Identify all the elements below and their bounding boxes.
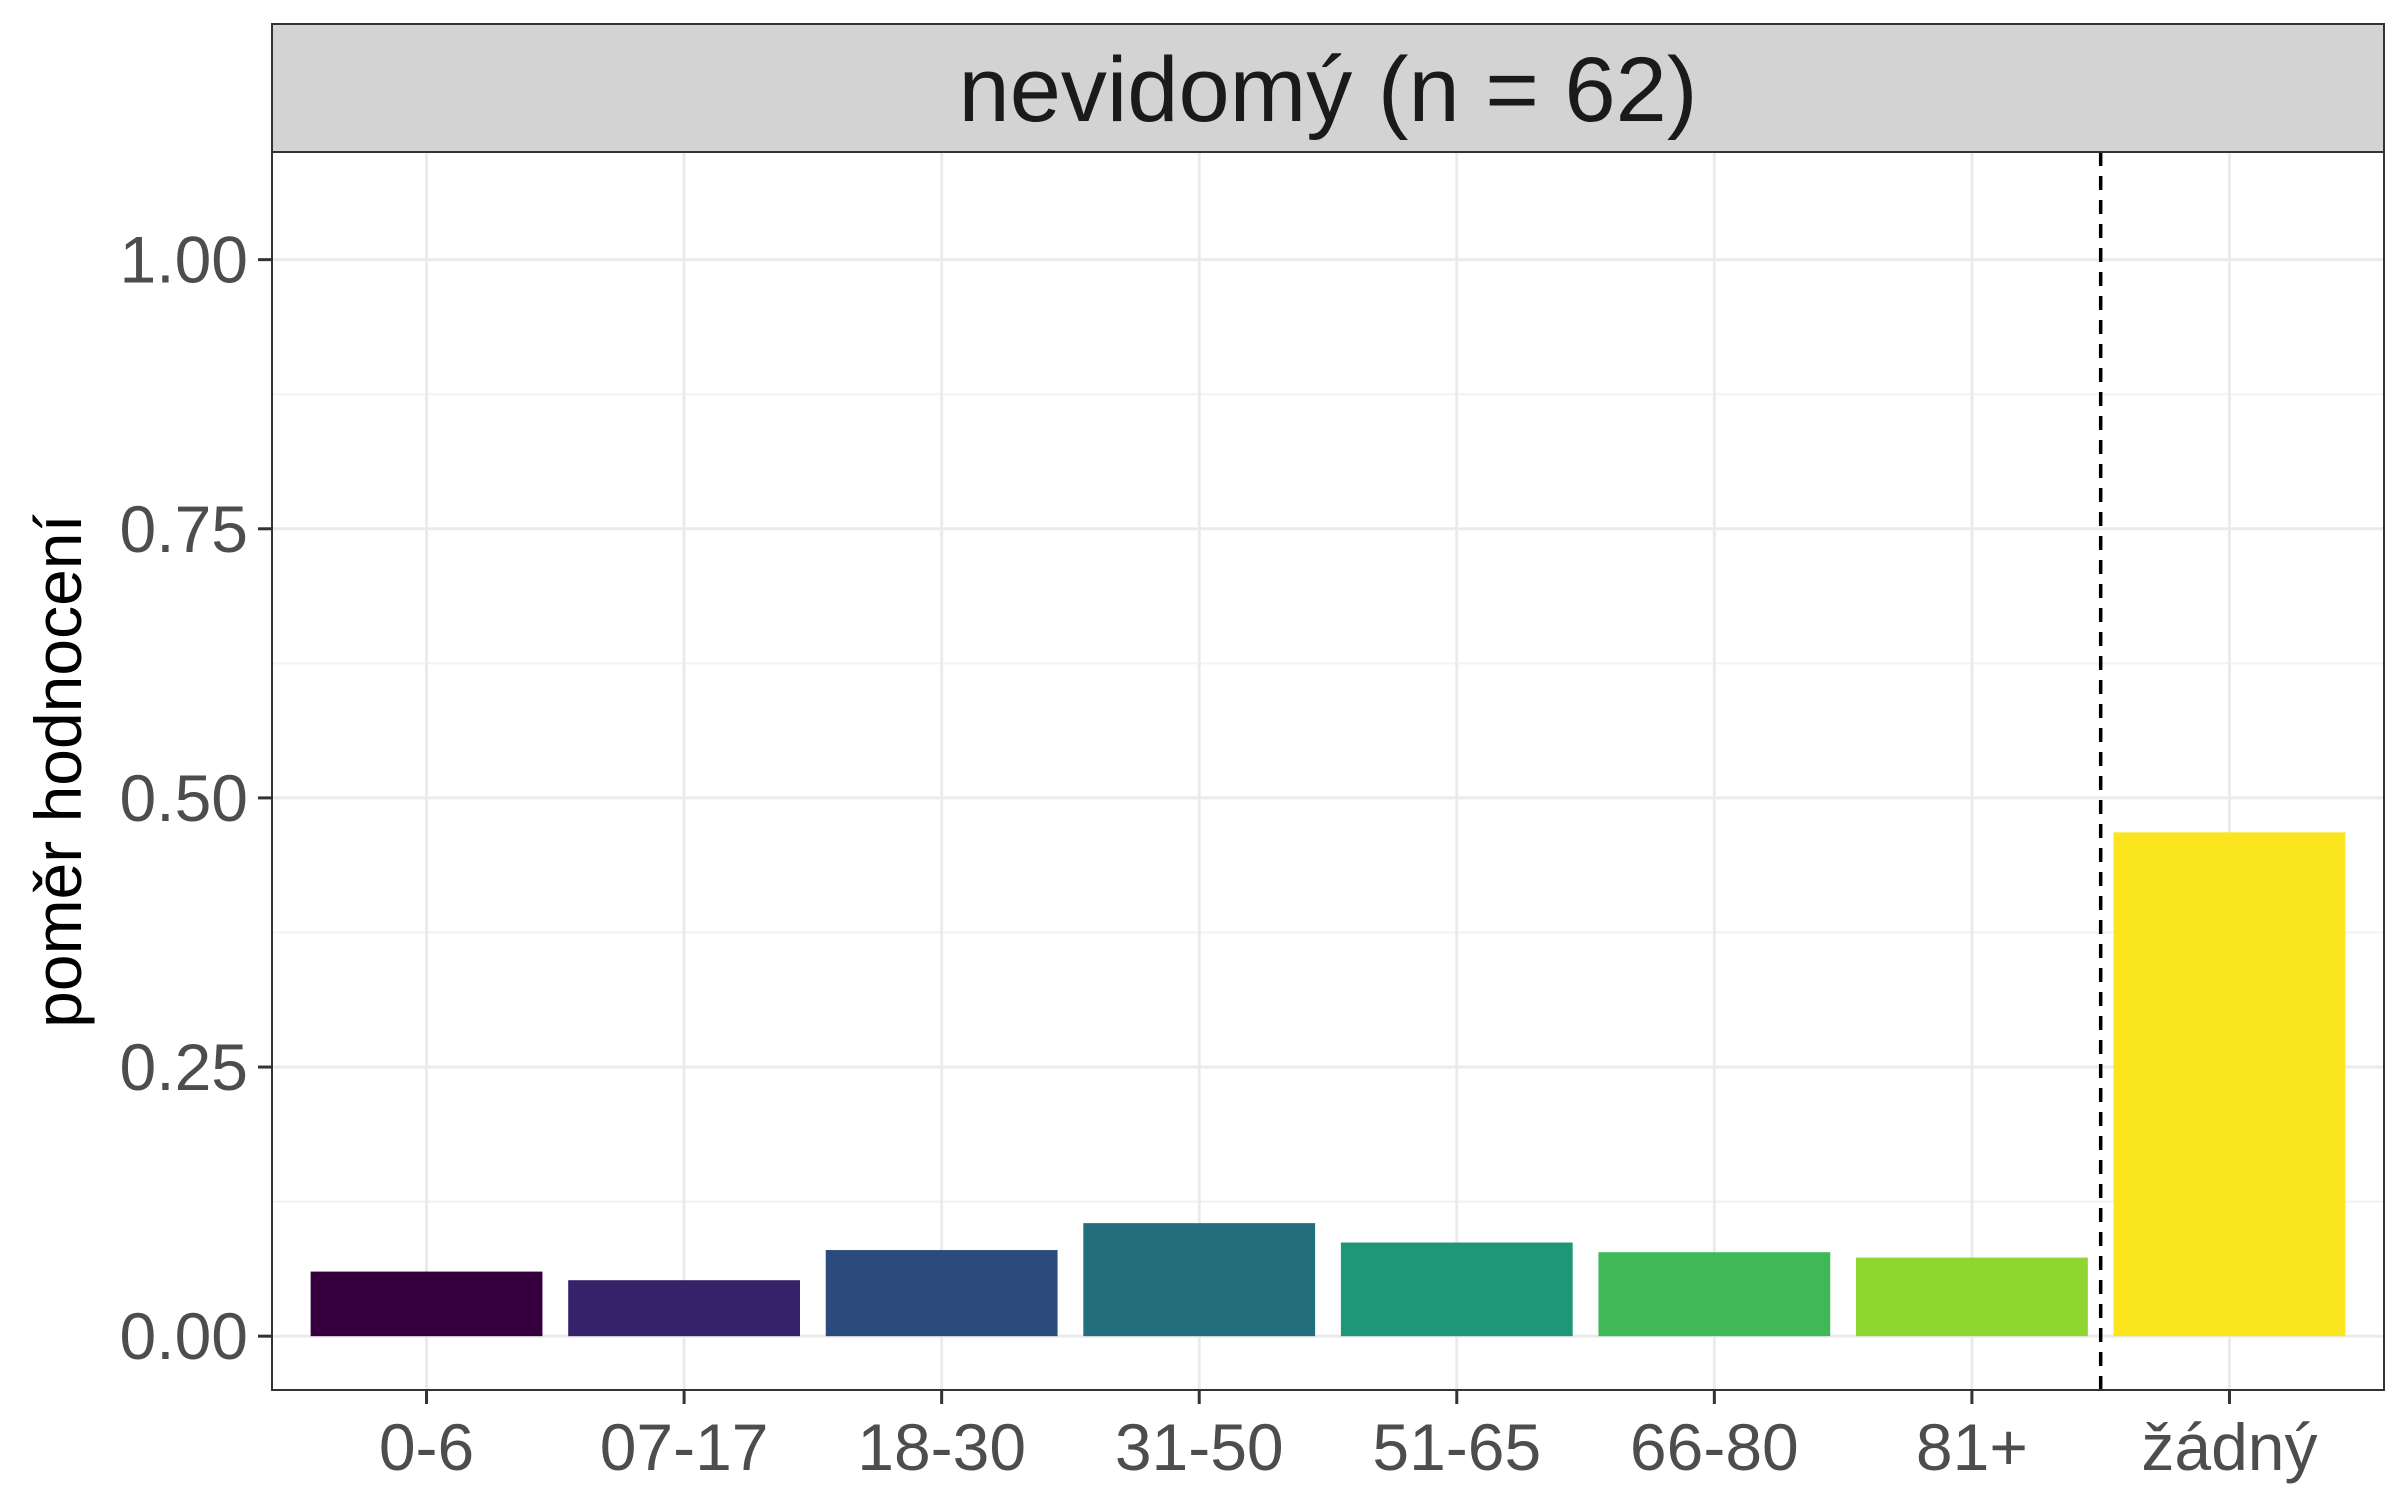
x-tick-label: 0-6: [379, 1410, 474, 1484]
x-tick-label: 31-50: [1115, 1410, 1284, 1484]
y-tick-label: 0.00: [120, 1299, 248, 1373]
y-tick-label: 1.00: [120, 223, 248, 297]
x-tick-label: žádný: [2141, 1410, 2317, 1484]
y-axis-title: poměr hodnocení: [21, 513, 95, 1027]
x-tick-label: 81+: [1916, 1410, 2028, 1484]
bar-6: [1598, 1252, 1831, 1337]
y-tick-label: 0.75: [120, 492, 248, 566]
bar-7: [1856, 1257, 2088, 1337]
y-tick-label: 0.25: [120, 1030, 248, 1104]
y-axis: 0.00 0.25 0.50 0.75 1.00: [120, 223, 272, 1373]
bar-8: [2113, 832, 2346, 1337]
x-tick-label: 66-80: [1630, 1410, 1799, 1484]
bar-2: [568, 1280, 800, 1337]
x-tick-label: 18-30: [857, 1410, 1026, 1484]
bar-1: [310, 1271, 543, 1337]
x-tick-label: 51-65: [1372, 1410, 1541, 1484]
facet-strip: nevidomý (n = 62): [271, 23, 2385, 153]
facet-strip-background: [271, 23, 2385, 153]
bar-5: [1340, 1242, 1573, 1337]
bar-3: [825, 1250, 1058, 1337]
grid-lines: [272, 152, 2384, 1390]
bars: [310, 832, 2346, 1337]
facet-title: nevidomý (n = 62): [959, 39, 1698, 141]
bar-4: [1083, 1223, 1316, 1337]
x-axis: 0-6 07-17 18-30 31-50 51-65 66-80 81+ žádný: [379, 1390, 2318, 1484]
y-tick-label: 0.50: [120, 761, 248, 835]
x-tick-label: 07-17: [600, 1410, 769, 1484]
